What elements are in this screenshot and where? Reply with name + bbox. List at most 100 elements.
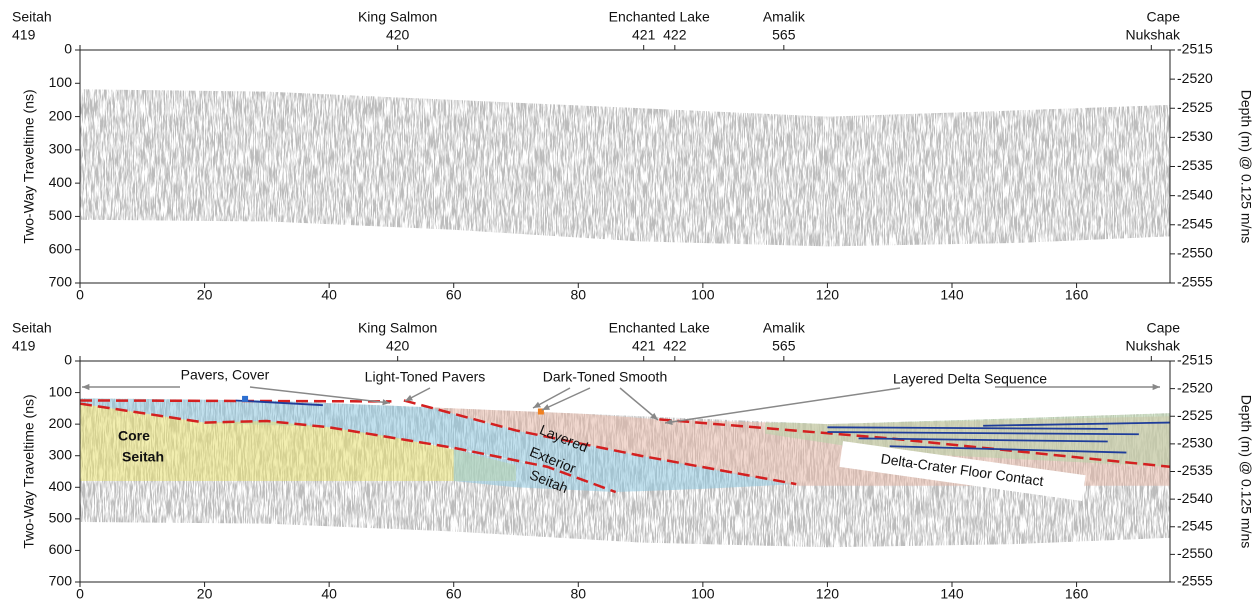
contact-line [403,399,797,486]
arrow-head [650,412,658,420]
y2-tick-label: -2550 [1177,245,1213,261]
station-id: 422 [663,338,687,354]
y2-tick-label: -2525 [1177,99,1213,115]
x-tick-label: 100 [691,287,715,303]
y2-tick-label: -2545 [1177,215,1213,231]
y-tick-label: 400 [49,478,73,494]
x-tick-label: 80 [570,287,586,303]
y2-tick-label: -2540 [1177,186,1213,202]
y-tick-label: 100 [49,74,73,90]
x-tick-label: 20 [197,586,213,601]
y-tick-label: 600 [49,240,73,256]
y-tick-label: 200 [49,107,73,123]
y2-tick-label: -2535 [1177,462,1213,478]
station-id: 419 [12,27,36,43]
x-tick-label: 160 [1065,586,1089,601]
station-name: Cape [1147,9,1181,25]
arrow-head [665,418,673,425]
station-name: Cape [1147,320,1181,336]
x-tick-label: 140 [940,586,964,601]
arrow-head [405,394,413,401]
station-name: Amalik [763,9,806,25]
x-tick-label: 80 [570,586,586,601]
radar-noise [80,89,1170,247]
annotation: Seitah [122,449,164,465]
station-id: 422 [663,27,687,43]
x-tick-label: 0 [76,586,84,601]
y2-tick-label: -2525 [1177,407,1213,423]
y-tick-label: 700 [49,573,73,589]
marker [242,395,249,402]
arrow-head [1152,383,1160,391]
arrow-head [82,383,90,391]
arrow-head [533,401,541,408]
x-tick-label: 100 [691,586,715,601]
annotation: Dark-Toned Smooth [543,369,668,385]
marker [537,408,544,415]
reflector-line [889,445,1127,454]
arrow [541,387,591,411]
arrow [664,387,901,424]
x-tick-label: 40 [321,586,337,601]
annotation: Light-Toned Pavers [365,369,486,385]
x-tick-label: 120 [816,586,840,601]
y-axis-title: Two-Way Traveltime (ns) [21,394,37,548]
x-tick-label: 140 [940,287,964,303]
arrow [619,387,659,421]
y2-tick-label: -2545 [1177,517,1213,533]
contact-line [79,402,617,494]
station-id: 565 [772,27,796,43]
y2-tick-label: -2520 [1177,379,1213,395]
station-id: 420 [386,27,410,43]
station-name: King Salmon [358,320,437,336]
station-name: Amalik [763,320,806,336]
station-id: Nukshak [1126,338,1181,354]
y-tick-label: 500 [49,510,73,526]
annotation: Core [118,428,150,444]
y2-tick-label: -2540 [1177,490,1213,506]
arrow-head [382,399,390,406]
reflector-line [827,431,1139,436]
unit-region [80,403,516,481]
station-id: 565 [772,338,796,354]
y2-tick-label: -2530 [1177,435,1213,451]
y2-tick-label: -2520 [1177,70,1213,86]
y-tick-label: 400 [49,174,73,190]
y-tick-label: 100 [49,383,73,399]
y2-tick-label: -2550 [1177,545,1213,561]
y-tick-label: 700 [49,274,73,290]
y-tick-label: 300 [49,446,73,462]
y-tick-label: 300 [49,141,73,157]
reflector-line [235,399,323,407]
x-tick-label: 120 [816,287,840,303]
y-tick-label: 0 [64,352,72,368]
annotation: Pavers, Cover [181,367,270,383]
reflector-line [827,426,1108,430]
x-tick-label: 40 [321,287,337,303]
station-id: Nukshak [1126,27,1181,43]
x-tick-label: 20 [197,287,213,303]
x-tick-label: 0 [76,287,84,303]
y2-tick-label: -2530 [1177,128,1213,144]
station-id: 421 [632,338,656,354]
label-box [839,441,1086,501]
y-tick-label: 0 [64,41,72,57]
station-id: 419 [12,338,36,354]
y2-tick-label: -2535 [1177,157,1213,173]
contact-line [659,418,1171,469]
station-id: 421 [632,27,656,43]
station-name: Enchanted Lake [609,9,710,25]
y-tick-label: 200 [49,415,73,431]
reflector-line [983,421,1171,427]
unit-region [453,449,616,493]
x-tick-label: 60 [446,586,462,601]
station-name: Enchanted Lake [609,320,710,336]
reflector-line [858,437,1108,443]
station-name: King Salmon [358,9,437,25]
x-tick-label: 60 [446,287,462,303]
y2-tick-label: -2515 [1177,41,1213,57]
arrow-head [542,404,550,410]
y2-tick-label: -2515 [1177,352,1213,368]
annotation: Layered Delta Sequence [893,371,1047,387]
